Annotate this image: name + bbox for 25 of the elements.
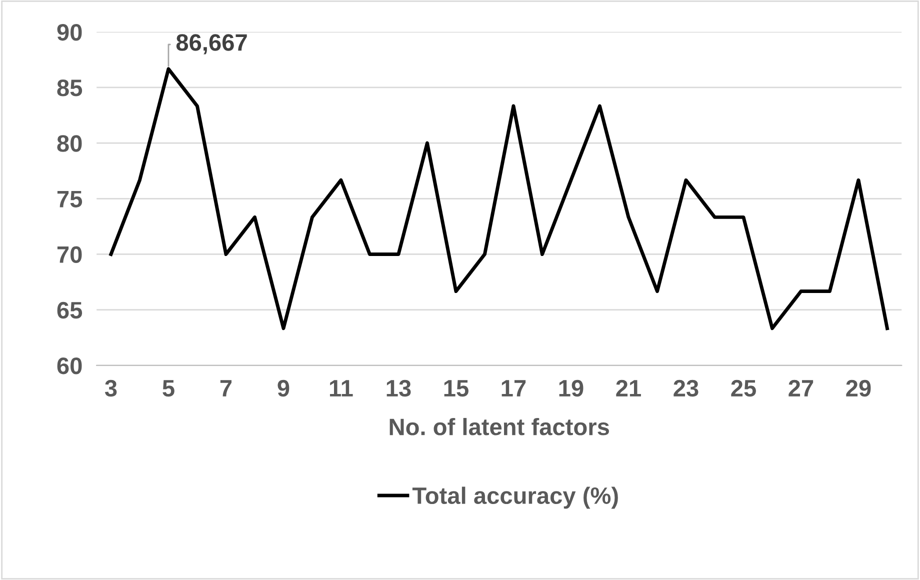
x-tick-label: 3 — [104, 380, 117, 397]
y-tick-label: 90 — [57, 24, 82, 41]
annotation: 86,667 — [176, 34, 247, 54]
line-series — [109, 67, 889, 330]
y-tick-label: 70 — [57, 246, 82, 264]
x-tick-label: 23 — [674, 380, 698, 397]
y-tick-label: 80 — [57, 135, 82, 152]
y-tick-label: 60 — [57, 357, 82, 374]
x-tick-label: 21 — [616, 380, 641, 396]
x-tick-label: 27 — [788, 380, 814, 396]
x-tick-label: 29 — [846, 380, 871, 397]
x-tick-label: 25 — [731, 380, 756, 397]
x-tick-label: 17 — [502, 380, 526, 396]
x-tick-label: 5 — [162, 380, 174, 397]
x-tick-label: 7 — [220, 380, 232, 396]
legend-label: Total accuracy (%) — [412, 486, 618, 509]
x-tick-label: 19 — [559, 380, 584, 397]
y-tick-label: 65 — [57, 302, 82, 319]
x-tick-label: 13 — [386, 380, 411, 397]
x-tick-label: 9 — [278, 380, 290, 397]
y-tick-label: 75 — [57, 190, 82, 208]
x-axis-title: No. of latent factors — [390, 418, 609, 436]
y-tick-label: 85 — [57, 80, 82, 96]
x-tick-label: 15 — [444, 380, 468, 397]
x-tick-label: 11 — [330, 380, 353, 396]
